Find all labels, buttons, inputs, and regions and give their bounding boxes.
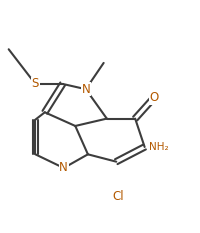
Text: N: N: [81, 83, 90, 96]
Text: NH₂: NH₂: [149, 142, 168, 152]
Text: N: N: [59, 161, 68, 175]
Text: Cl: Cl: [112, 190, 124, 203]
Text: O: O: [149, 91, 158, 104]
Text: S: S: [32, 77, 39, 90]
